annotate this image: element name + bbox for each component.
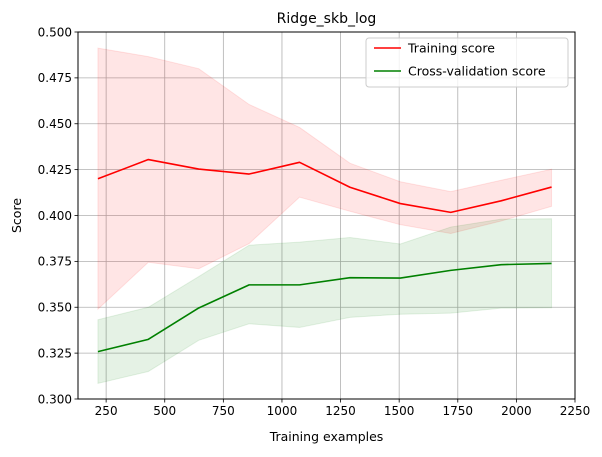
y-tick-label: 0.350 bbox=[38, 301, 72, 315]
x-tick-label: 1750 bbox=[443, 404, 474, 418]
legend-label-training: Training score bbox=[407, 41, 495, 56]
x-axis-ticks: 250 500 750 1000 1250 1500 1750 2000 2250 bbox=[95, 399, 591, 418]
legend: Training score Cross-validation score bbox=[365, 37, 569, 88]
chart-title: Ridge_skb_log bbox=[277, 11, 377, 27]
band-training bbox=[97, 47, 553, 311]
x-tick-label: 1250 bbox=[325, 404, 356, 418]
y-tick-label: 0.375 bbox=[38, 255, 72, 269]
x-tick-label: 500 bbox=[153, 404, 176, 418]
x-tick-label: 2250 bbox=[560, 404, 591, 418]
y-tick-label: 0.475 bbox=[38, 71, 72, 85]
y-axis-label: Score bbox=[9, 198, 24, 233]
y-tick-label: 0.450 bbox=[38, 117, 72, 131]
y-tick-label: 0.300 bbox=[38, 392, 72, 406]
confidence-bands bbox=[97, 47, 553, 385]
y-axis-ticks: 0.300 0.325 0.350 0.375 0.400 0.425 0.450 0.475… bbox=[38, 25, 78, 406]
band-cross-validation bbox=[97, 218, 553, 385]
legend-label-cross-validation: Cross-validation score bbox=[408, 64, 546, 79]
y-tick-label: 0.400 bbox=[38, 209, 72, 223]
line-cross-validation bbox=[97, 262, 552, 353]
x-axis-label: Training examples bbox=[269, 429, 384, 444]
x-tick-label: 750 bbox=[212, 404, 235, 418]
x-tick-label: 2000 bbox=[501, 404, 532, 418]
x-tick-label: 1500 bbox=[384, 404, 415, 418]
y-tick-label: 0.425 bbox=[38, 163, 72, 177]
x-tick-label: 1000 bbox=[267, 404, 298, 418]
x-tick-label: 250 bbox=[95, 404, 118, 418]
line-training bbox=[97, 158, 552, 214]
legend-box bbox=[365, 37, 569, 88]
series-lines bbox=[97, 158, 552, 353]
y-tick-label: 0.325 bbox=[38, 346, 72, 360]
y-tick-label: 0.500 bbox=[38, 25, 72, 39]
